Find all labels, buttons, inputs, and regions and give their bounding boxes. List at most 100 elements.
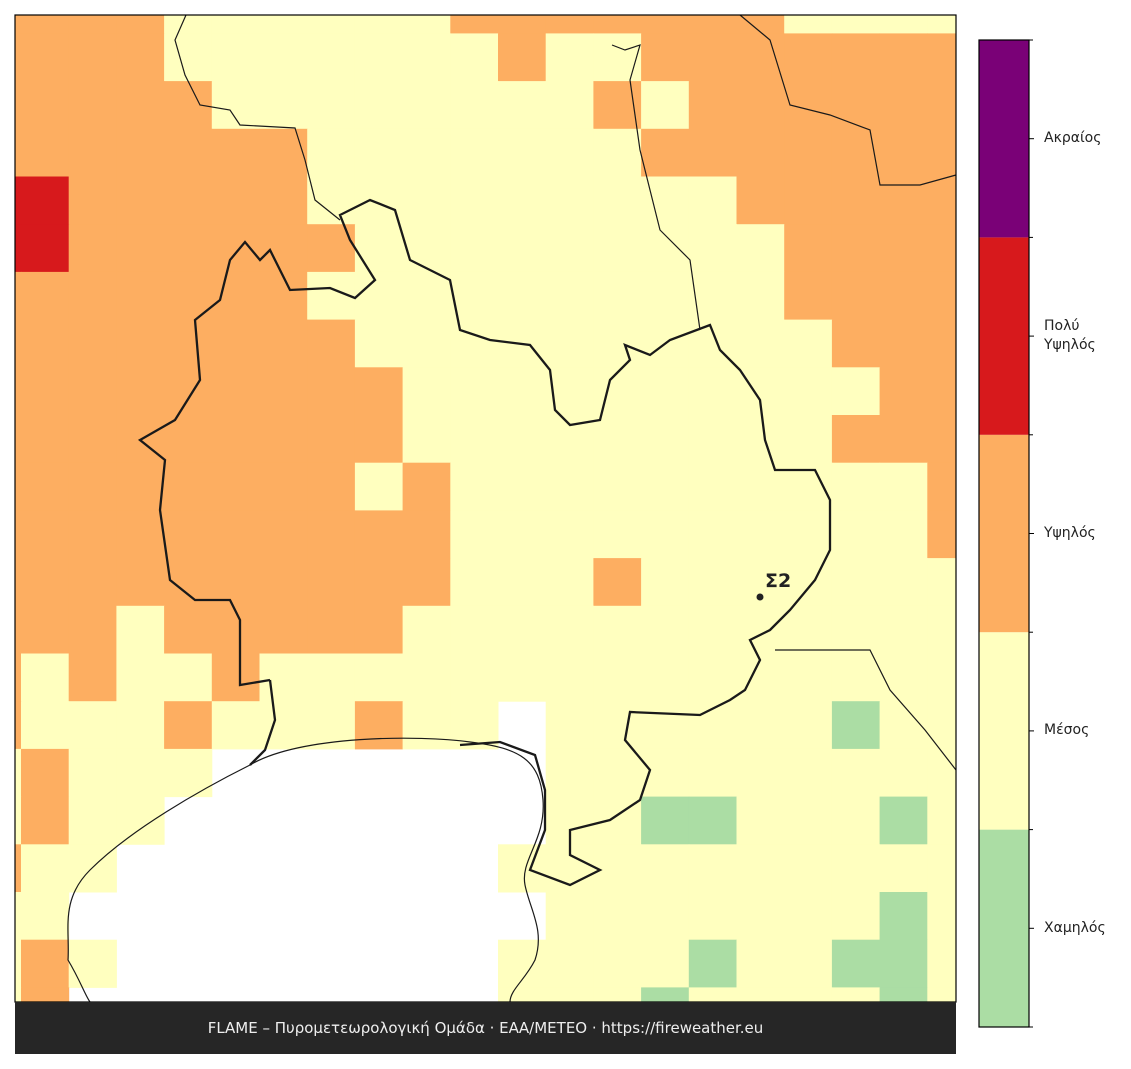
coastline	[67, 737, 544, 1003]
risk-cell	[927, 748, 957, 798]
risk-cell	[688, 271, 737, 321]
risk-cell	[593, 653, 642, 702]
risk-cell	[164, 462, 213, 511]
risk-cell	[593, 33, 642, 82]
risk-cell	[21, 844, 70, 893]
risk-cell	[879, 844, 928, 893]
risk-cell	[641, 796, 690, 845]
risk-cell	[116, 81, 165, 130]
risk-cell	[21, 510, 70, 559]
risk-cell	[831, 224, 881, 273]
risk-cell	[831, 939, 881, 988]
risk-cell	[498, 367, 547, 416]
risk-cell	[307, 176, 356, 225]
risk-cell	[307, 701, 356, 750]
risk-cell	[641, 81, 690, 130]
risk-cell	[21, 81, 70, 130]
risk-cell	[354, 319, 404, 368]
risk-cell	[831, 748, 881, 798]
risk-cell	[354, 128, 404, 177]
risk-cell	[354, 15, 404, 34]
risk-cell	[498, 15, 547, 34]
risk-cell	[354, 653, 404, 702]
risk-cell	[164, 33, 213, 82]
risk-cell	[545, 462, 594, 511]
risk-cell	[927, 224, 957, 273]
risk-cell	[688, 987, 737, 1003]
risk-cell	[450, 367, 499, 416]
risk-cell	[21, 367, 70, 416]
risk-cell	[593, 224, 642, 273]
risk-cell	[736, 939, 785, 988]
colorbar-segment	[979, 237, 1029, 435]
risk-cell	[68, 224, 117, 273]
risk-cell	[21, 224, 70, 273]
risk-cell	[498, 653, 547, 702]
risk-cell	[21, 15, 70, 34]
risk-cell	[879, 415, 928, 464]
risk-cell	[927, 844, 957, 893]
risk-cell	[450, 415, 499, 464]
risk-cell	[259, 462, 308, 511]
risk-cell	[15, 510, 22, 559]
risk-cell	[879, 319, 928, 368]
risk-cell	[545, 224, 594, 273]
risk-cell	[116, 796, 165, 845]
risk-cell	[545, 176, 594, 225]
risk-cell	[259, 367, 308, 416]
risk-cell	[21, 128, 70, 177]
risk-cell	[784, 367, 833, 416]
risk-cell	[354, 224, 404, 273]
colorbar-label: Υψηλός	[1044, 525, 1096, 541]
risk-cell	[211, 701, 260, 750]
risk-cell	[211, 224, 260, 273]
border	[174, 14, 957, 771]
risk-cell	[15, 844, 22, 893]
risk-cell	[831, 510, 881, 559]
risk-cell	[641, 510, 690, 559]
risk-cell	[402, 367, 451, 416]
risk-cell	[116, 558, 165, 607]
risk-cell	[402, 701, 451, 750]
risk-cell	[21, 796, 70, 845]
risk-cell	[68, 605, 117, 654]
risk-cell	[164, 367, 213, 416]
risk-cell	[116, 271, 165, 321]
risk-cell	[879, 15, 928, 34]
risk-cell	[927, 367, 957, 416]
risk-cell	[784, 701, 833, 750]
risk-cell	[784, 176, 833, 225]
footer: FLAME – Πυρομετεωρολογική Ομάδα · ΕΑΑ/ME…	[15, 1002, 956, 1054]
risk-cell	[164, 605, 213, 654]
risk-cell	[211, 510, 260, 559]
risk-cell	[688, 939, 737, 988]
risk-cell	[259, 81, 308, 130]
risk-cell	[259, 271, 308, 321]
colorbar-segment	[979, 40, 1029, 238]
risk-cell	[68, 558, 117, 607]
risk-cell	[402, 653, 451, 702]
risk-cell	[641, 462, 690, 511]
risk-cell	[736, 15, 785, 34]
risk-cell	[211, 33, 260, 82]
risk-cell	[259, 510, 308, 559]
risk-cell	[641, 701, 690, 750]
risk-cell	[688, 653, 737, 702]
risk-cell	[164, 319, 213, 368]
borders	[67, 14, 957, 1003]
risk-cell	[402, 15, 451, 34]
risk-cell	[545, 33, 594, 82]
risk-cell	[498, 224, 547, 273]
risk-cell	[736, 271, 785, 321]
risk-cell	[354, 176, 404, 225]
risk-cell	[498, 605, 547, 654]
risk-cell	[688, 892, 737, 941]
risk-cell	[545, 892, 594, 941]
risk-cell	[402, 81, 451, 130]
risk-cell	[498, 987, 547, 1003]
risk-cell	[641, 844, 690, 893]
risk-cell	[116, 462, 165, 511]
risk-cell	[354, 271, 404, 321]
risk-cell	[259, 558, 308, 607]
risk-cell	[402, 319, 451, 368]
